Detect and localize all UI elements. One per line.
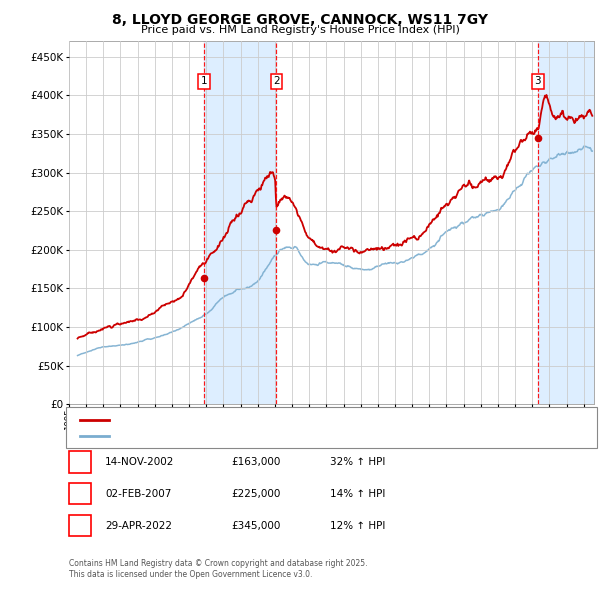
Text: 3: 3 bbox=[535, 76, 541, 86]
Text: 1: 1 bbox=[76, 457, 83, 467]
Bar bbox=[538, 41, 594, 404]
Text: 02-FEB-2007: 02-FEB-2007 bbox=[105, 489, 172, 499]
Bar bbox=[204, 41, 277, 404]
Text: 12% ↑ HPI: 12% ↑ HPI bbox=[330, 521, 385, 530]
Text: Price paid vs. HM Land Registry's House Price Index (HPI): Price paid vs. HM Land Registry's House … bbox=[140, 25, 460, 35]
Text: HPI: Average price, detached house, Cannock Chase: HPI: Average price, detached house, Cann… bbox=[113, 431, 363, 440]
Text: 8, LLOYD GEORGE GROVE, CANNOCK, WS11 7GY: 8, LLOYD GEORGE GROVE, CANNOCK, WS11 7GY bbox=[112, 13, 488, 27]
Text: 8, LLOYD GEORGE GROVE, CANNOCK, WS11 7GY (detached house): 8, LLOYD GEORGE GROVE, CANNOCK, WS11 7GY… bbox=[113, 415, 430, 424]
Text: 29-APR-2022: 29-APR-2022 bbox=[105, 521, 172, 530]
Text: 14-NOV-2002: 14-NOV-2002 bbox=[105, 457, 175, 467]
Text: 3: 3 bbox=[76, 521, 83, 530]
Text: 14% ↑ HPI: 14% ↑ HPI bbox=[330, 489, 385, 499]
Text: 2: 2 bbox=[76, 489, 83, 499]
Text: 2: 2 bbox=[273, 76, 280, 86]
Text: 32% ↑ HPI: 32% ↑ HPI bbox=[330, 457, 385, 467]
Text: £163,000: £163,000 bbox=[231, 457, 280, 467]
Text: 1: 1 bbox=[201, 76, 208, 86]
Text: £225,000: £225,000 bbox=[231, 489, 280, 499]
Text: Contains HM Land Registry data © Crown copyright and database right 2025.
This d: Contains HM Land Registry data © Crown c… bbox=[69, 559, 367, 579]
Text: £345,000: £345,000 bbox=[231, 521, 280, 530]
